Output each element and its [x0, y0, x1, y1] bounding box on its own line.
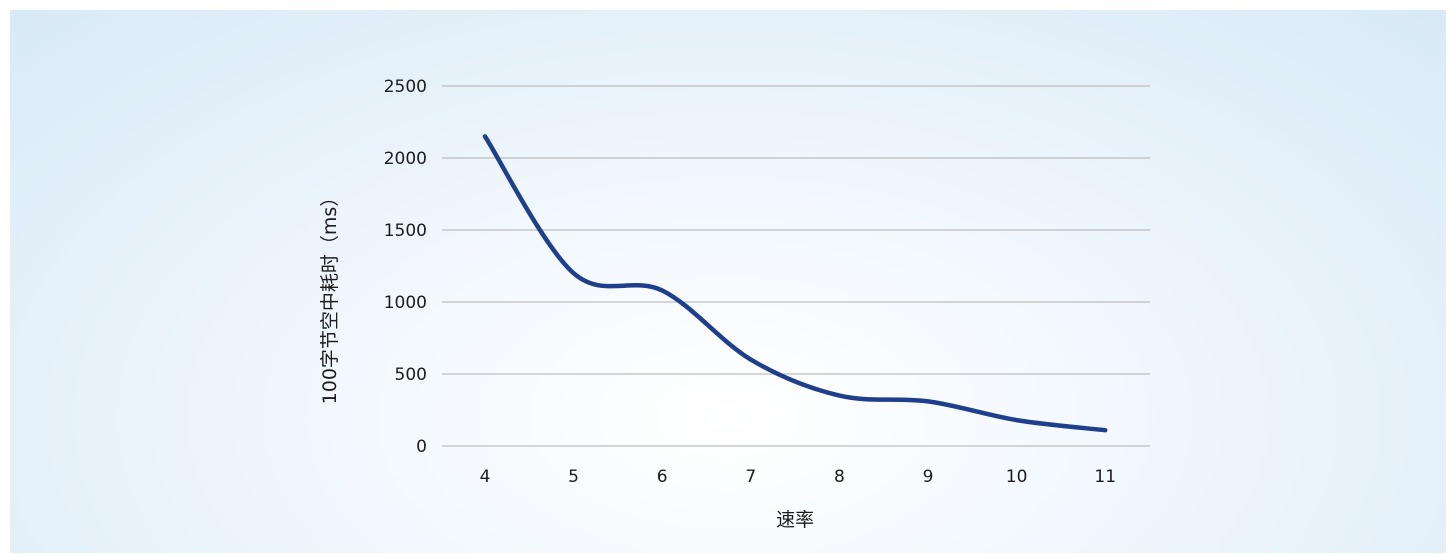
- y-tick-label: 2000: [384, 149, 427, 169]
- x-tick-label: 11: [1094, 467, 1116, 487]
- chart-panel: [10, 10, 1446, 553]
- y-tick-label: 1500: [384, 221, 427, 241]
- gridlines: [442, 85, 1150, 447]
- x-tick-label: 9: [923, 467, 934, 487]
- x-tick-label: 7: [745, 467, 756, 487]
- x-tick-label: 5: [568, 467, 579, 487]
- x-tick-label: 8: [834, 467, 845, 487]
- x-axis-label: 速率: [776, 509, 814, 531]
- y-tick-label: 0: [416, 437, 427, 457]
- y-tick-label: 1000: [384, 293, 427, 313]
- series-layer: [482, 134, 1108, 433]
- series-line: [482, 134, 1108, 433]
- y-tick-label: 2500: [384, 77, 427, 97]
- x-tick-label: 10: [1006, 467, 1028, 487]
- x-tick-label: 4: [480, 467, 491, 487]
- y-axis-label: 100字节空中耗时（ms）: [319, 188, 341, 405]
- y-tick-labels: 0 500 1000 1500 2000 2500: [384, 77, 427, 457]
- x-tick-labels: 4 5 6 7 8 9 10 11: [480, 467, 1116, 487]
- x-tick-label: 6: [657, 467, 668, 487]
- y-tick-label: 500: [395, 365, 427, 385]
